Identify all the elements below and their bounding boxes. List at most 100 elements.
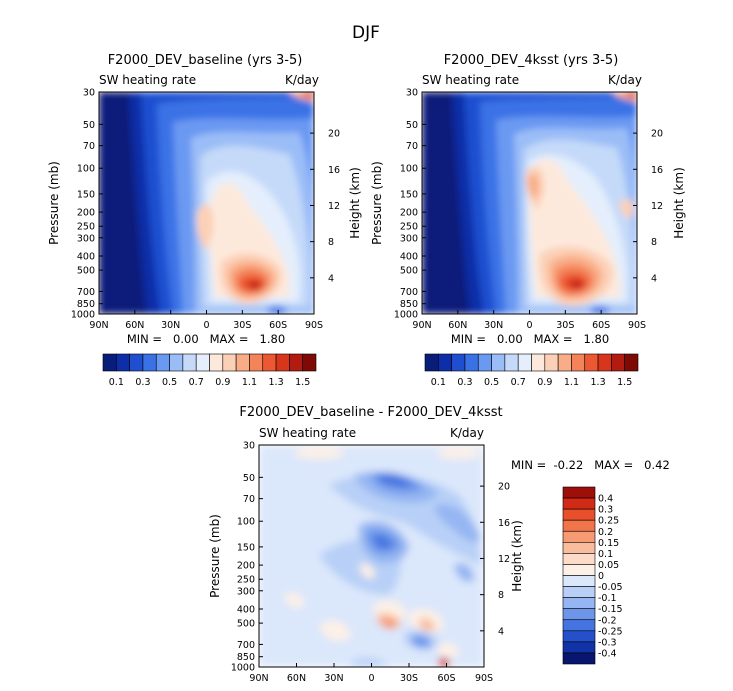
colorbar-swatch xyxy=(142,353,157,372)
colorbar-swatch xyxy=(544,353,559,372)
xtick-label: 90S xyxy=(475,673,493,684)
ytick-label: 100 xyxy=(400,164,418,175)
xtick-label: 60S xyxy=(592,320,610,331)
figure-title: DJF xyxy=(352,23,380,43)
ytick-label: 50 xyxy=(243,473,255,484)
xtick-label: 60N xyxy=(287,673,306,684)
colorbar-swatch xyxy=(562,597,596,609)
ytick-right-label: 20 xyxy=(498,482,510,493)
panel-baseline-ylabel: Pressure (mb) xyxy=(47,161,61,245)
ytick-label: 30 xyxy=(83,88,95,99)
colorbar-label: 1.3 xyxy=(591,377,606,388)
ytick-label: 150 xyxy=(77,189,95,200)
colorbar-label: 1.3 xyxy=(269,377,284,388)
ytick-right-label: 12 xyxy=(328,201,340,212)
colorbar-swatch xyxy=(562,497,596,510)
ytick-label: 30 xyxy=(243,441,255,452)
panel-baseline-field xyxy=(99,92,314,314)
panel-4ksst-units: K/day xyxy=(608,73,642,87)
colorbar-swatch xyxy=(235,353,250,372)
ytick-right-label: 8 xyxy=(651,237,657,248)
ytick-label: 500 xyxy=(77,266,95,277)
xtick-label: 90N xyxy=(89,320,108,331)
colorbar-swatch xyxy=(222,353,237,372)
colorbar-label: -0.25 xyxy=(598,626,623,637)
colorbar-label: 0.1 xyxy=(109,377,124,388)
ytick-right-label: 12 xyxy=(651,201,663,212)
ytick-label: 200 xyxy=(77,208,95,219)
ytick-label: 1000 xyxy=(231,663,255,674)
xtick-label: 30S xyxy=(400,673,418,684)
colorbar-label: 1.1 xyxy=(564,377,579,388)
panel-diff-ylabel: Pressure (mb) xyxy=(208,514,222,598)
ytick-label: 300 xyxy=(77,233,95,244)
colorbar-swatch xyxy=(182,353,197,372)
colorbar-swatch xyxy=(562,508,596,521)
colorbar-label: 0.4 xyxy=(598,494,613,505)
colorbar-swatch xyxy=(169,353,184,372)
ytick-label: 70 xyxy=(406,141,418,152)
colorbar-swatch xyxy=(477,353,492,372)
panel-baseline-xticks: 90N 60N 30N 0 30S 60S 90S xyxy=(89,310,323,331)
ytick-label: 250 xyxy=(237,575,255,586)
colorbar-swatch xyxy=(102,353,117,372)
colorbar-label: 0 xyxy=(598,571,604,582)
colorbar-swatch xyxy=(302,353,317,372)
ytick-label: 300 xyxy=(400,233,418,244)
colorbar-swatch xyxy=(195,353,210,372)
panel-diff-units: K/day xyxy=(450,426,484,440)
colorbar-swatch xyxy=(424,353,439,372)
colorbar-swatch xyxy=(562,575,596,587)
colorbar-swatch xyxy=(562,586,596,598)
colorbar-swatch xyxy=(557,353,572,372)
colorbar-swatch xyxy=(562,530,596,543)
xtick-label: 60N xyxy=(448,320,467,331)
colorbar-swatch xyxy=(611,353,625,372)
ytick-label: 70 xyxy=(83,141,95,152)
xtick-label: 90N xyxy=(412,320,431,331)
xtick-label: 30N xyxy=(324,673,343,684)
colorbar-swatch xyxy=(562,652,596,665)
xtick-label: 90N xyxy=(249,673,268,684)
colorbar-swatch xyxy=(562,486,596,499)
colorbar-baseline: 0.1 0.3 0.5 0.7 0.9 1.1 1.3 1.5 xyxy=(102,353,317,388)
colorbar-diff: 0.40.30.250.20.150.10.050-0.05-0.1-0.15-… xyxy=(562,486,623,665)
panel-diff-left-label: SW heating rate xyxy=(259,426,356,440)
ytick-label: 850 xyxy=(400,299,418,310)
ytick-label: 1000 xyxy=(71,310,95,321)
colorbar-swatch xyxy=(275,353,290,372)
colorbar-swatch xyxy=(562,608,596,621)
colorbar-swatch xyxy=(531,353,546,372)
colorbar-label: 1.5 xyxy=(617,377,632,388)
colorbar-label: 0.7 xyxy=(511,377,526,388)
colorbar-label: 1.1 xyxy=(242,377,257,388)
ytick-label: 50 xyxy=(406,120,418,131)
colorbar-label: 0.25 xyxy=(598,516,619,527)
panel-baseline-units: K/day xyxy=(285,73,319,87)
colorbar-swatch xyxy=(155,353,170,372)
ytick-right-label: 20 xyxy=(651,129,663,140)
colorbar-label: 0.1 xyxy=(598,549,613,560)
ytick-label: 100 xyxy=(237,517,255,528)
colorbar-label: -0.3 xyxy=(598,637,617,648)
panel-baseline-title: F2000_DEV_baseline (yrs 3-5) xyxy=(108,53,303,68)
ytick-label: 300 xyxy=(237,586,255,597)
colorbar-label: 0.1 xyxy=(431,377,446,388)
ytick-right-label: 16 xyxy=(328,165,340,176)
ytick-label: 400 xyxy=(400,251,418,262)
ytick-label: 250 xyxy=(77,222,95,233)
panel-4ksst-xticks: 90N 60N 30N 0 30S 60S 90S xyxy=(412,310,646,331)
colorbar-label: 0.9 xyxy=(215,377,230,388)
colorbar-label: 0.9 xyxy=(537,377,552,388)
ytick-right-label: 4 xyxy=(651,273,657,284)
ytick-label: 700 xyxy=(400,287,418,298)
ytick-right-label: 8 xyxy=(328,237,334,248)
panel-4ksst-ylabel-right: Height (km) xyxy=(672,167,686,238)
ytick-label: 200 xyxy=(400,208,418,219)
ytick-label: 150 xyxy=(237,542,255,553)
colorbar-swatch xyxy=(517,353,532,372)
